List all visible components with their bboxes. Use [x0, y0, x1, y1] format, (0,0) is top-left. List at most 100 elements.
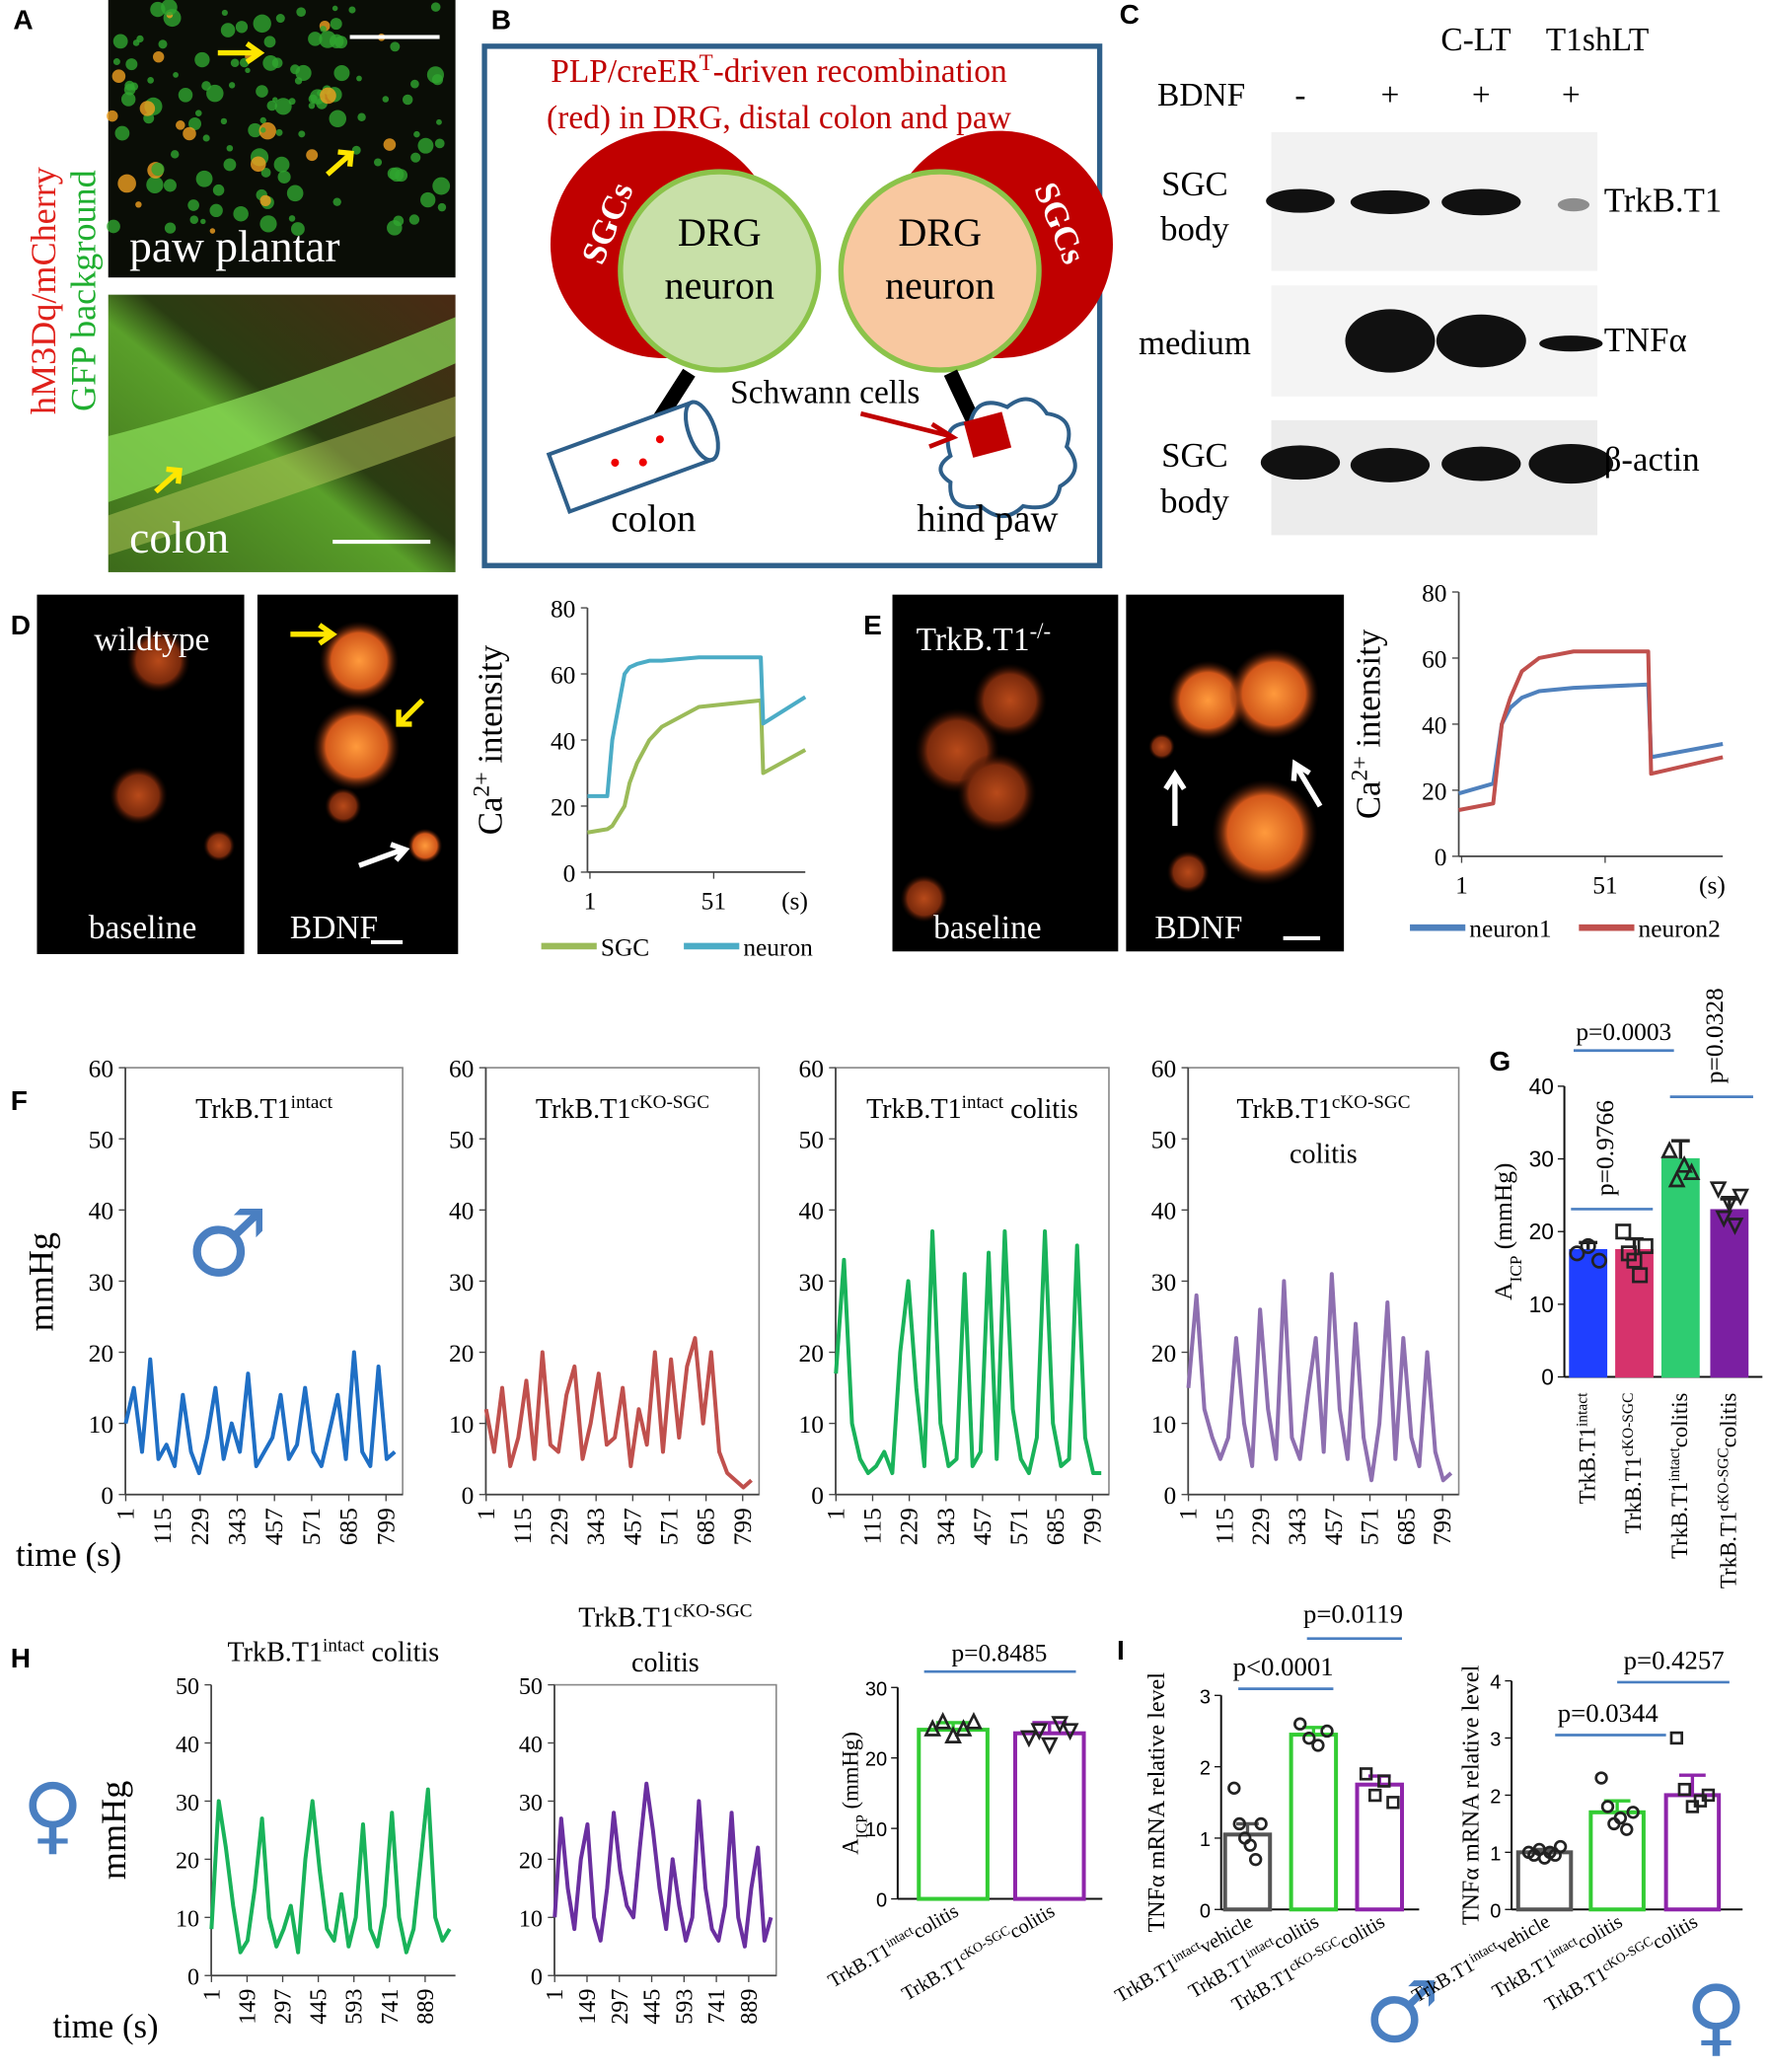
legend-label: neuron: [743, 932, 813, 961]
data-point: [1293, 1717, 1307, 1731]
x-tick-label: TrkB.T1cKO-SGCcolitis: [897, 1898, 1059, 2006]
y-tick-label: 0: [531, 1965, 543, 1991]
photo-texture: [410, 152, 421, 163]
data-point: [1359, 1767, 1373, 1781]
axis-title-part: A: [1489, 1282, 1517, 1300]
y-tick-label: 40: [519, 1733, 543, 1758]
x-tick-label: 229: [545, 1508, 573, 1545]
photo-texture: [273, 156, 290, 173]
y-tick-label: 40: [551, 726, 575, 755]
x-tick-label: 1: [472, 1508, 500, 1520]
neuron-body: [618, 169, 822, 373]
y-tick-label: 50: [519, 1674, 543, 1700]
x-tick-label-part: intact: [1574, 1392, 1590, 1427]
x-tick-label: 889: [737, 1989, 763, 2025]
photo-texture: [320, 26, 327, 33]
arrow: [396, 698, 425, 727]
photo-texture: [139, 101, 156, 116]
lane-sign: +: [1562, 77, 1581, 113]
photo-texture: [194, 51, 210, 68]
photo-texture: [329, 110, 347, 128]
lane-group: C-LT: [1440, 22, 1511, 58]
y-tick-label: 0: [811, 1481, 824, 1510]
x-tick-label-part: TrkB.T1: [1667, 1482, 1692, 1559]
data-point: [1020, 1730, 1038, 1748]
x-tick-label-part: colitis: [1574, 1911, 1627, 1955]
y-tick-label: 10: [449, 1410, 474, 1439]
x-tick-label: 115: [858, 1508, 887, 1544]
y-tick-label: 10: [865, 1819, 887, 1841]
x-tick-label: TrkB.T1cKO-SGCcolitis: [1715, 1392, 1740, 1588]
photo-texture: [383, 138, 397, 151]
y-tick-label: 50: [799, 1126, 824, 1154]
bar: [1355, 1782, 1405, 1912]
bar: [1660, 1157, 1700, 1378]
photo-texture: [330, 18, 342, 31]
x-tick-label: TrkB.T1cKO-SGC: [1620, 1393, 1646, 1534]
panel-label: I: [1117, 1635, 1125, 1665]
axis-title-part: (mmHg): [1489, 1163, 1517, 1256]
data-point: [1667, 1169, 1686, 1188]
y-tick-label: 50: [449, 1126, 474, 1154]
photo-texture: [357, 112, 366, 121]
x-tick-label: 685: [1391, 1508, 1420, 1545]
axis-title-part: Ca: [471, 797, 509, 836]
photo-texture: [107, 219, 120, 234]
photo-texture: [176, 120, 185, 130]
data-point: [965, 1711, 983, 1730]
photo-texture: [410, 79, 419, 89]
x-tick-label-part: TrkB.T1: [1575, 1427, 1599, 1504]
chart-title-part: cKO-SGC: [630, 1092, 709, 1113]
chart-title: TrkB.T1cKO-SGC: [536, 1092, 709, 1126]
data-line: [209, 1787, 452, 1955]
photo-caption: wildtype: [94, 622, 209, 658]
data-point: [1590, 1252, 1607, 1269]
p-value: p<0.0001: [1233, 1652, 1334, 1681]
data-point: [1320, 1724, 1334, 1739]
photo-texture: [173, 72, 179, 78]
y-tick-label: 20: [176, 1849, 199, 1875]
axis-title: mmHg: [22, 1232, 61, 1331]
y-tick-label: 20: [1529, 1219, 1554, 1244]
data-point: [1040, 1737, 1059, 1755]
schematic-title-part: T: [700, 50, 713, 75]
photo-texture: [221, 9, 228, 17]
y-tick-label: 30: [799, 1268, 824, 1296]
x-tick-label: 571: [655, 1508, 684, 1545]
photo-texture: [120, 92, 136, 107]
axis-unit: (s): [1699, 870, 1726, 899]
y-tick-label: 30: [865, 1678, 887, 1700]
data-point: [1061, 1723, 1079, 1741]
cell-label: neuron: [885, 263, 995, 308]
photo-texture: [146, 176, 164, 193]
y-tick-label: 40: [1151, 1197, 1176, 1225]
photo-texture: [306, 149, 319, 162]
photo-texture: [230, 58, 240, 68]
x-tick-label-part: cKO-SGC: [1620, 1393, 1637, 1456]
photo-texture: [413, 130, 420, 138]
y-tick-label: 40: [89, 1197, 113, 1225]
y-tick-label: 40: [1529, 1073, 1554, 1099]
arrow: [290, 623, 337, 646]
neuron-body: [838, 169, 1042, 373]
y-tick-label: 20: [89, 1339, 113, 1368]
x-tick-label: 889: [413, 1989, 439, 2025]
data-point: [1721, 1196, 1738, 1214]
photo-texture: [430, 2, 441, 12]
data-line: [1458, 649, 1724, 812]
photo-texture: [235, 21, 249, 34]
colon-icon: [546, 400, 720, 515]
sex-symbol: ♀: [22, 1765, 84, 1864]
error-bar: [1032, 1721, 1068, 1734]
p-value: p=0.0119: [1303, 1599, 1403, 1629]
x-tick-label: 445: [307, 1989, 332, 2025]
cell-label: Schwann cells: [730, 374, 920, 410]
photo-texture: [117, 174, 136, 193]
x-tick-label: 115: [508, 1508, 537, 1544]
photo-texture: [263, 36, 276, 48]
axis-title: TNFα mRNA relative level: [1459, 1665, 1485, 1925]
data-line: [553, 1781, 774, 1949]
data-point: [1386, 1796, 1400, 1810]
schematic-title-part: -driven recombination: [713, 53, 1007, 90]
